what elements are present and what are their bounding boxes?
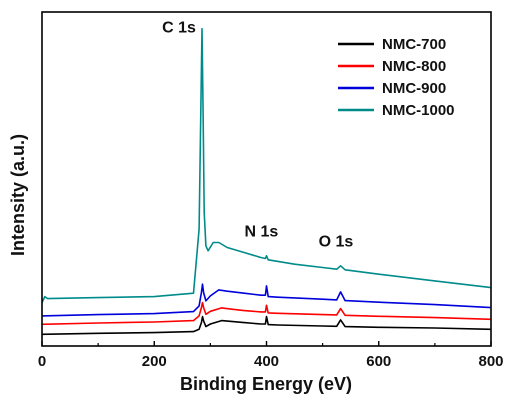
x-tick-label: 600 [366,353,391,370]
x-tick-label: 400 [254,353,279,370]
x-axis-ticks: 0 200 400 600 800 [38,341,504,370]
series-line-nmc-800 [41,301,492,326]
legend-label-nmc-700: NMC-700 [382,36,446,53]
legend-label-nmc-800: NMC-800 [382,58,446,75]
plot-area: 0 200 400 600 800 [38,11,504,370]
legend-label-nmc-1000: NMC-1000 [382,102,455,119]
peak-annotations: C 1s N 1s O 1s [162,20,353,251]
series-layer [41,27,492,336]
annotation-n-1s: N 1s [245,223,279,240]
x-tick-label: 0 [38,353,46,370]
series-line-nmc-700 [41,315,492,336]
y-axis-title: Intensity (a.u.) [8,134,28,256]
legend: NMC-700 NMC-800 NMC-900 NMC-1000 [338,36,455,119]
x-axis-title: Binding Energy (eV) [180,374,352,394]
series-line-nmc-900 [41,283,492,317]
series-line-nmc-1000 [41,27,492,303]
annotation-c-1s: C 1s [162,20,196,37]
annotation-o-1s: O 1s [319,233,354,250]
x-tick-label: 200 [142,353,167,370]
legend-label-nmc-900: NMC-900 [382,80,446,97]
x-tick-label: 800 [478,353,503,370]
